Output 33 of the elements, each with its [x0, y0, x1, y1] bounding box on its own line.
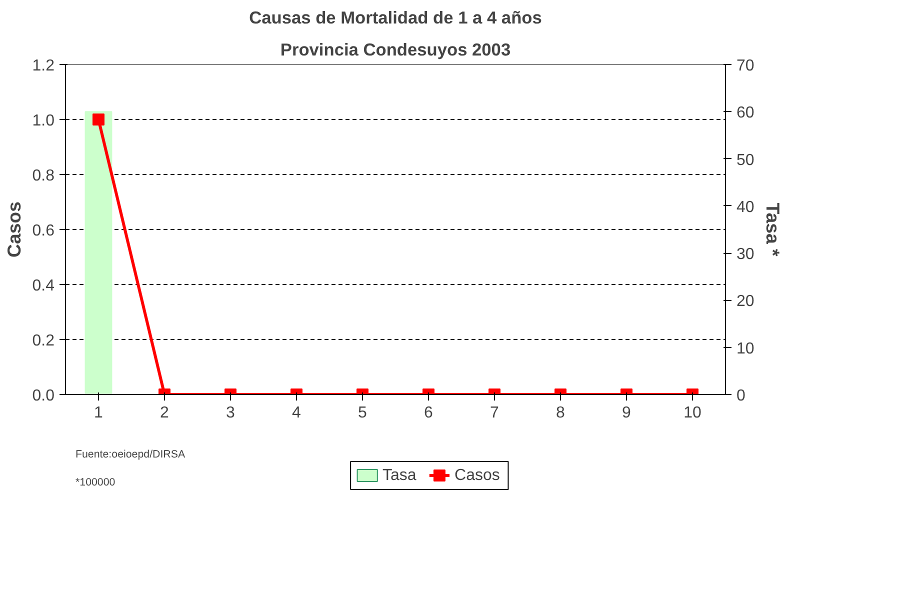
legend-label: Tasa — [382, 467, 416, 484]
y-tick-label: 1.0 — [32, 112, 55, 130]
y-tick-label: 0.0 — [32, 388, 55, 404]
y-tick-label: 0.6 — [32, 222, 55, 240]
x-tick-label: 9 — [622, 404, 632, 422]
x-tick-label: 10 — [684, 404, 702, 422]
chart-title: Causas de Mortalidad de 1 a 4 años — [249, 8, 542, 28]
text: *100000 — [76, 476, 116, 488]
x-tick-label: 2 — [160, 404, 170, 422]
x-tick-label: 1 — [94, 404, 104, 422]
y-axis-title: Casos — [3, 202, 24, 258]
chart-subtitle: Provincia Condesuyos 2003 — [280, 40, 511, 60]
legend-label: Casos — [454, 467, 500, 484]
x-tick-label: 7 — [490, 404, 500, 422]
y2-tick-label: 50 — [736, 152, 754, 169]
y-tick-label: 0.2 — [32, 332, 55, 350]
y-tick-label: 0.4 — [32, 278, 55, 294]
y2-tick-label: 60 — [736, 104, 754, 122]
y-tick-label: 1.2 — [32, 58, 55, 74]
y-tick-label: 0.8 — [32, 168, 55, 184]
source-note: Fuente:oeioepd/DIRSA — [76, 448, 186, 460]
y2-axis-title: Tasa * — [762, 202, 784, 258]
x-tick-label: 4 — [292, 404, 302, 422]
y2-tick-label: 30 — [736, 246, 754, 264]
y2-tick-label: 20 — [736, 293, 754, 310]
x-tick-label: 6 — [424, 404, 434, 422]
x-tick-label: 8 — [556, 404, 566, 422]
y2-tick-label: 10 — [736, 340, 754, 358]
x-tick-label: 5 — [358, 404, 368, 422]
y2-tick-label: 40 — [736, 198, 754, 216]
y2-tick-label: 0 — [736, 388, 746, 404]
y2-tick-label: 70 — [736, 58, 754, 74]
x-tick-label: 3 — [226, 404, 236, 422]
